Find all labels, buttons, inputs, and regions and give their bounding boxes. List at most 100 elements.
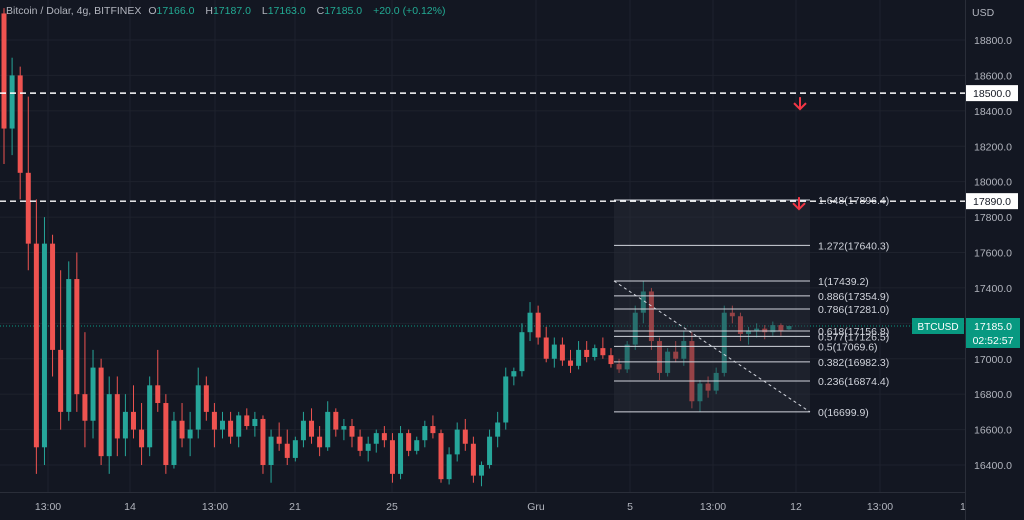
- candle-body: [746, 330, 752, 334]
- candle: [705, 376, 711, 398]
- currency-label[interactable]: USD: [972, 7, 995, 19]
- candle-body: [373, 433, 379, 444]
- candle: [260, 415, 266, 474]
- candle: [276, 422, 282, 451]
- candle-body: [567, 360, 573, 366]
- candle-body: [98, 367, 104, 457]
- candle-body: [406, 433, 412, 451]
- candle-body: [616, 364, 622, 370]
- price-tick-label: 18600.0: [974, 70, 1012, 82]
- candle: [446, 447, 452, 485]
- candle-body: [422, 426, 428, 441]
- alert-arrow-head: [792, 202, 806, 211]
- time-axis[interactable]: 13:00 14 13:00 21 25 Gru 5 13:00 12 13:00 1: [35, 501, 966, 513]
- candle: [381, 426, 387, 448]
- candle: [236, 411, 242, 448]
- horizontal-line-price-tag: [966, 85, 1018, 102]
- fib-level-label: 0(16699.9): [818, 407, 869, 419]
- candle-body: [25, 172, 31, 244]
- price-tick-label: 17800.0: [974, 212, 1012, 224]
- candle-body: [438, 433, 444, 480]
- candle: [770, 321, 776, 336]
- candle: [211, 403, 217, 448]
- candle-body: [203, 385, 209, 412]
- price-tick-label: 16800.0: [974, 389, 1012, 401]
- candle: [373, 429, 379, 453]
- ohlc-high: H17187.0: [205, 5, 251, 17]
- price-axis[interactable]: 18800.0 18600.0 18400.0 18200.0 18000.0 17800…: [912, 35, 1020, 472]
- candle: [657, 337, 663, 380]
- candle: [487, 429, 493, 469]
- candle: [762, 325, 768, 340]
- candle: [195, 367, 201, 439]
- candle-body: [17, 75, 23, 173]
- candle-body: [357, 436, 363, 451]
- candle-body: [478, 465, 484, 476]
- candle: [41, 217, 47, 465]
- candle: [430, 415, 436, 439]
- fib-level-label: 0.382(16982.3): [818, 357, 889, 369]
- candle-body: [349, 426, 355, 437]
- candle-body: [584, 349, 590, 357]
- candle-body: [155, 385, 161, 404]
- candle-body: [114, 394, 120, 439]
- symbol-legend[interactable]: Bitcoin / Dolar, 4g, BITFINEX O17166.0 H…: [6, 5, 449, 17]
- candle-body: [41, 243, 47, 448]
- candle: [349, 418, 355, 448]
- candle: [333, 408, 339, 437]
- candle-body: [106, 394, 112, 457]
- candle: [600, 337, 606, 359]
- candle: [414, 436, 420, 455]
- candle: [341, 418, 347, 441]
- price-tick-label: 18400.0: [974, 106, 1012, 118]
- candle-body: [139, 429, 145, 448]
- candle-body: [414, 440, 420, 451]
- candle-body: [430, 426, 436, 434]
- time-tick-label: 12: [790, 501, 802, 513]
- candle-body: [559, 344, 565, 361]
- candle: [640, 280, 646, 324]
- time-tick-label: 13:00: [35, 501, 61, 513]
- candle: [66, 261, 72, 421]
- candle: [778, 323, 784, 336]
- candle: [90, 349, 96, 439]
- candle-body: [9, 75, 15, 129]
- symbol-price-tag: [912, 317, 964, 334]
- price-tick-label: 18800.0: [974, 35, 1012, 47]
- candle-body: [511, 371, 517, 377]
- candle-body: [592, 348, 598, 357]
- candle: [139, 403, 145, 465]
- candle-body: [778, 325, 784, 331]
- candle: [422, 420, 428, 448]
- candle: [592, 344, 598, 361]
- candle-body: [487, 436, 493, 465]
- candle: [535, 305, 541, 345]
- candle: [616, 358, 622, 373]
- horizontal-lines[interactable]: 18500.0 17890.0: [0, 85, 1018, 211]
- ohlc-close: C17185.0: [316, 5, 363, 17]
- time-tick-label: 21: [289, 501, 301, 513]
- candle-body: [389, 440, 395, 474]
- time-tick-label: 13:00: [867, 501, 893, 513]
- candle-body: [705, 383, 711, 391]
- candle-body: [66, 279, 72, 412]
- candle: [462, 418, 468, 451]
- candle-body: [211, 411, 217, 430]
- candle: [309, 408, 315, 444]
- candle: [25, 96, 31, 271]
- candle-body: [58, 349, 64, 412]
- candle-body: [33, 243, 39, 448]
- candlestick-series: [1, 8, 792, 487]
- fib-level-label: 0.886(17354.9): [818, 291, 889, 303]
- candle: [292, 436, 298, 462]
- price-tick-label: 17400.0: [974, 283, 1012, 295]
- candle-body: [551, 344, 557, 359]
- fibonacci-extension-tool[interactable]: 1.648(17896.4)1.272(17640.3)1(17439.2)0.…: [613, 195, 889, 419]
- symbol-name[interactable]: Bitcoin / Dolar, 4g, BITFINEX: [6, 5, 142, 17]
- candle-body: [770, 325, 776, 333]
- candle-body: [600, 348, 606, 356]
- candle-body: [244, 415, 250, 427]
- candle: [584, 341, 590, 363]
- candle: [9, 57, 15, 156]
